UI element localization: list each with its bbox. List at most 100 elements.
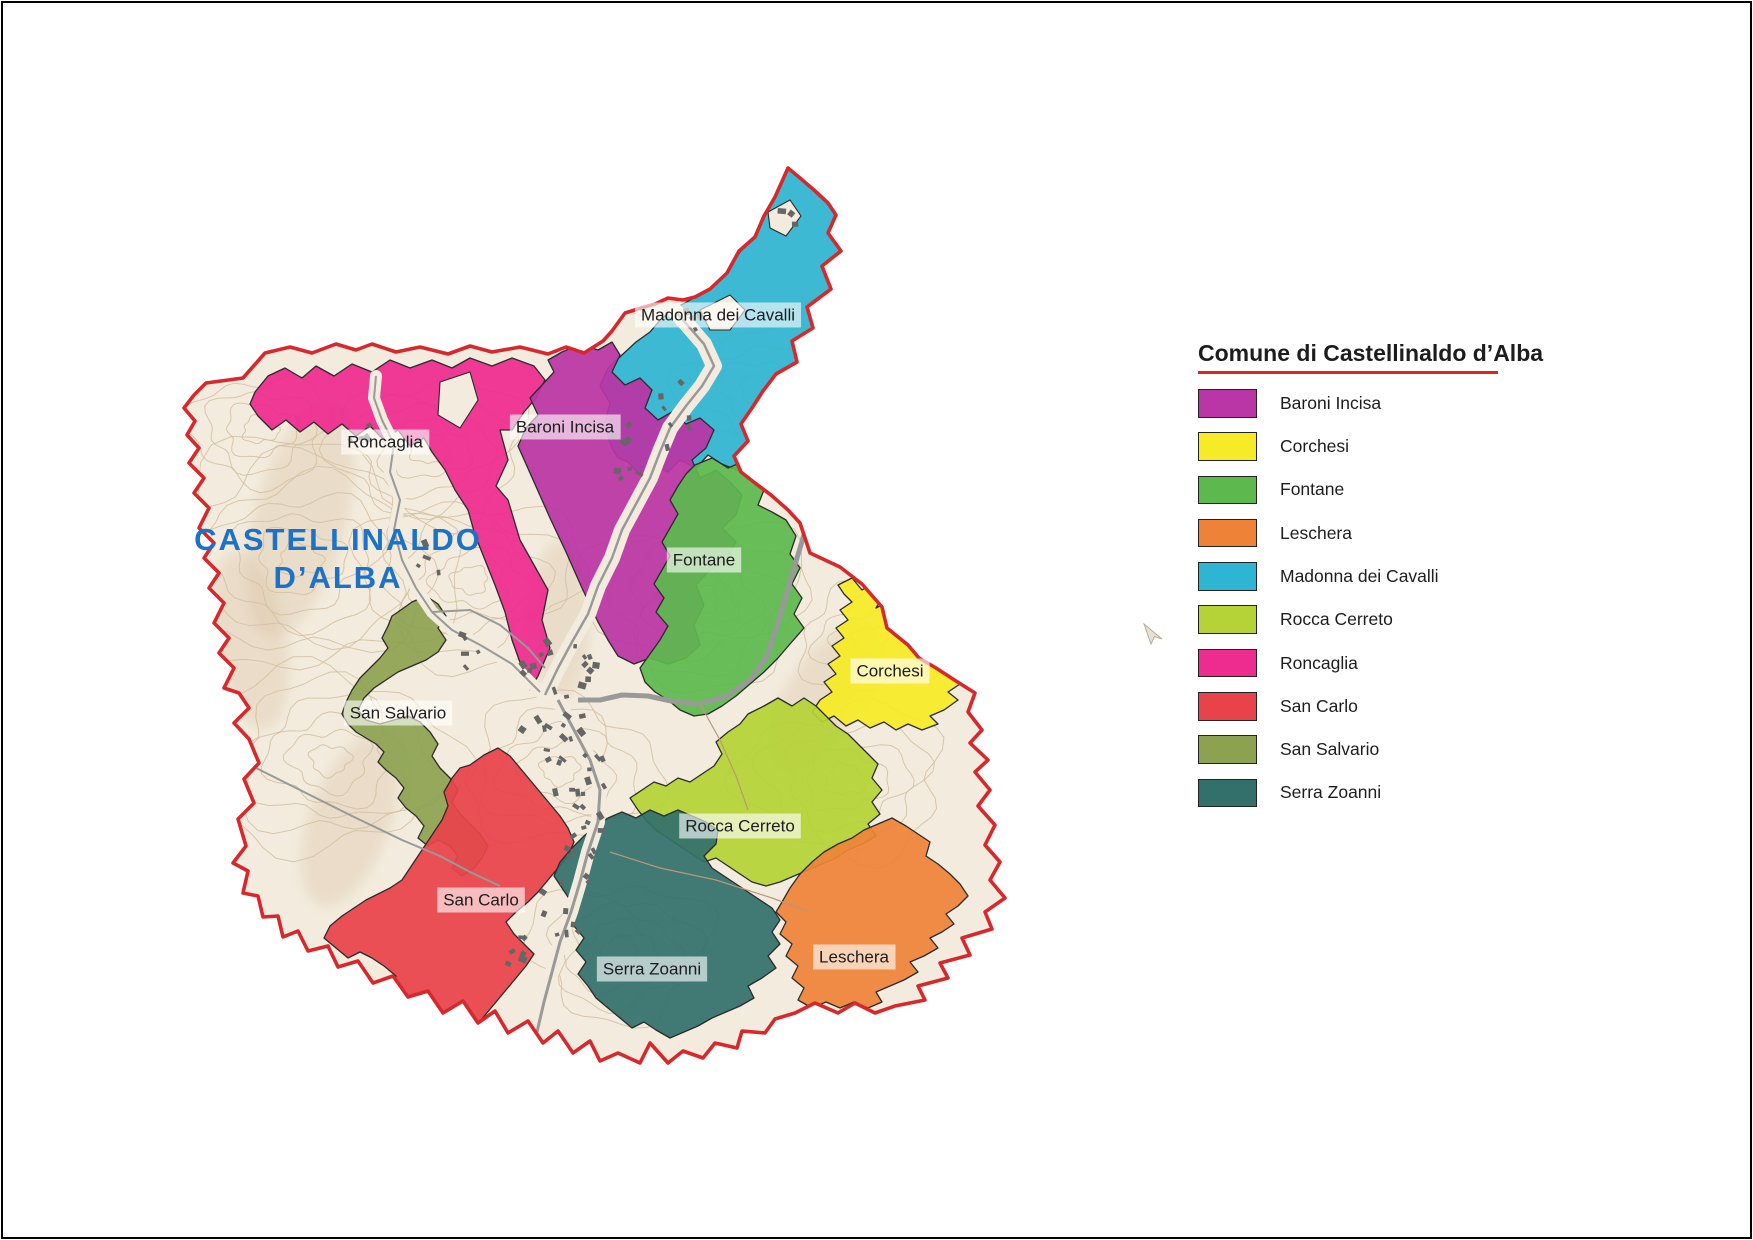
region-label-badge <box>850 658 930 684</box>
region-label-badge <box>596 956 708 982</box>
building <box>460 633 468 642</box>
building <box>581 654 588 660</box>
building <box>622 437 631 446</box>
building <box>577 681 587 690</box>
legend-swatch-rocca-cerreto <box>1198 605 1257 634</box>
region-label-madonna-dei-cavalli: Madonna dei Cavalli <box>641 305 795 324</box>
building <box>580 791 586 796</box>
building <box>576 726 587 738</box>
building <box>599 755 606 763</box>
contour-line <box>538 193 687 308</box>
building <box>415 563 421 569</box>
legend-label: Baroni Incisa <box>1280 392 1382 413</box>
building <box>686 423 692 431</box>
legend-label: Fontane <box>1280 479 1345 500</box>
contour-line <box>258 526 349 596</box>
building <box>624 421 633 429</box>
building <box>540 910 548 918</box>
building <box>570 921 576 928</box>
contour-line <box>184 435 463 671</box>
contour-line <box>282 728 374 797</box>
building <box>686 415 692 421</box>
building <box>552 787 559 797</box>
legend-label: San Carlo <box>1280 695 1358 716</box>
legend-label: Serra Zoanni <box>1280 782 1382 803</box>
building <box>546 649 554 657</box>
building <box>544 756 552 764</box>
building <box>791 221 799 227</box>
legend-swatch-baroni-incisa <box>1198 389 1257 418</box>
building <box>529 662 537 670</box>
building <box>586 666 595 675</box>
building <box>551 686 558 696</box>
building <box>570 848 577 854</box>
building <box>585 879 592 886</box>
building <box>777 207 787 215</box>
map-title-line1: CASTELLINALDO <box>194 522 482 557</box>
region-label-fontane: Fontane <box>673 550 735 569</box>
legend-label: Rocca Cerreto <box>1280 609 1393 630</box>
region-label-badge <box>666 547 742 573</box>
building <box>569 832 578 840</box>
legend-label: Leschera <box>1280 522 1352 543</box>
building <box>566 853 572 861</box>
legend-items: Baroni Incisa Corchesi Fontane Leschera Mado… <box>1198 389 1538 808</box>
building <box>519 669 528 678</box>
region-label-badge <box>679 813 801 839</box>
building <box>600 782 608 790</box>
legend-swatch-madonna-dei-cavalli <box>1198 562 1257 591</box>
region-label-baroni-incisa: Baroni Incisa <box>516 417 615 436</box>
building <box>559 879 565 886</box>
road-west <box>249 764 501 887</box>
building <box>584 819 591 826</box>
building <box>533 714 543 725</box>
region-label-roncaglia: Roncaglia <box>347 432 423 451</box>
building <box>593 753 602 762</box>
trail-1 <box>699 703 749 811</box>
building <box>586 653 593 661</box>
building <box>560 722 567 729</box>
map-title-line2: D’ALBA <box>273 560 402 595</box>
building <box>562 711 572 721</box>
legend-item-san-carlo: San Carlo <box>1198 692 1538 721</box>
legend-label: San Salvario <box>1280 739 1380 760</box>
hillshade-1 <box>211 551 289 729</box>
road-north <box>543 311 716 696</box>
building <box>563 908 569 915</box>
legend-title-underline <box>1198 371 1498 374</box>
region-label-badge <box>509 414 621 440</box>
building <box>677 378 685 387</box>
building <box>563 694 570 699</box>
legend-item-baroni-incisa: Baroni Incisa <box>1198 389 1538 418</box>
building <box>627 466 632 471</box>
contour-line <box>184 445 440 654</box>
building <box>664 443 671 452</box>
building <box>613 467 622 475</box>
building <box>543 747 551 753</box>
contour-line <box>307 744 355 779</box>
building <box>581 660 589 669</box>
legend-swatch-serra-zoanni <box>1198 778 1257 808</box>
building <box>508 947 516 955</box>
contour-line <box>184 465 407 651</box>
building <box>580 825 587 831</box>
legend-item-san-salvario: San Salvario <box>1198 735 1538 764</box>
region-label-san-salvario: San Salvario <box>350 703 446 722</box>
building <box>585 676 592 683</box>
legend-swatch-leschera <box>1198 518 1257 548</box>
trail-0 <box>609 851 811 913</box>
building <box>578 713 586 720</box>
legend-swatch-corchesi <box>1198 432 1257 461</box>
legend-title: Comune di Castellinaldo d’Alba <box>1198 340 1544 366</box>
region-label-serra-zoanni: Serra Zoanni <box>603 959 701 978</box>
road-northwest <box>373 375 541 693</box>
building <box>595 810 605 821</box>
region-label-san-carlo: San Carlo <box>443 890 519 909</box>
contour-line <box>537 755 582 788</box>
legend: Comune di Castellinaldo d’Alba Baroni In… <box>1198 340 1544 822</box>
legend-swatch-roncaglia <box>1198 648 1257 678</box>
building <box>661 405 667 412</box>
building <box>572 802 580 810</box>
